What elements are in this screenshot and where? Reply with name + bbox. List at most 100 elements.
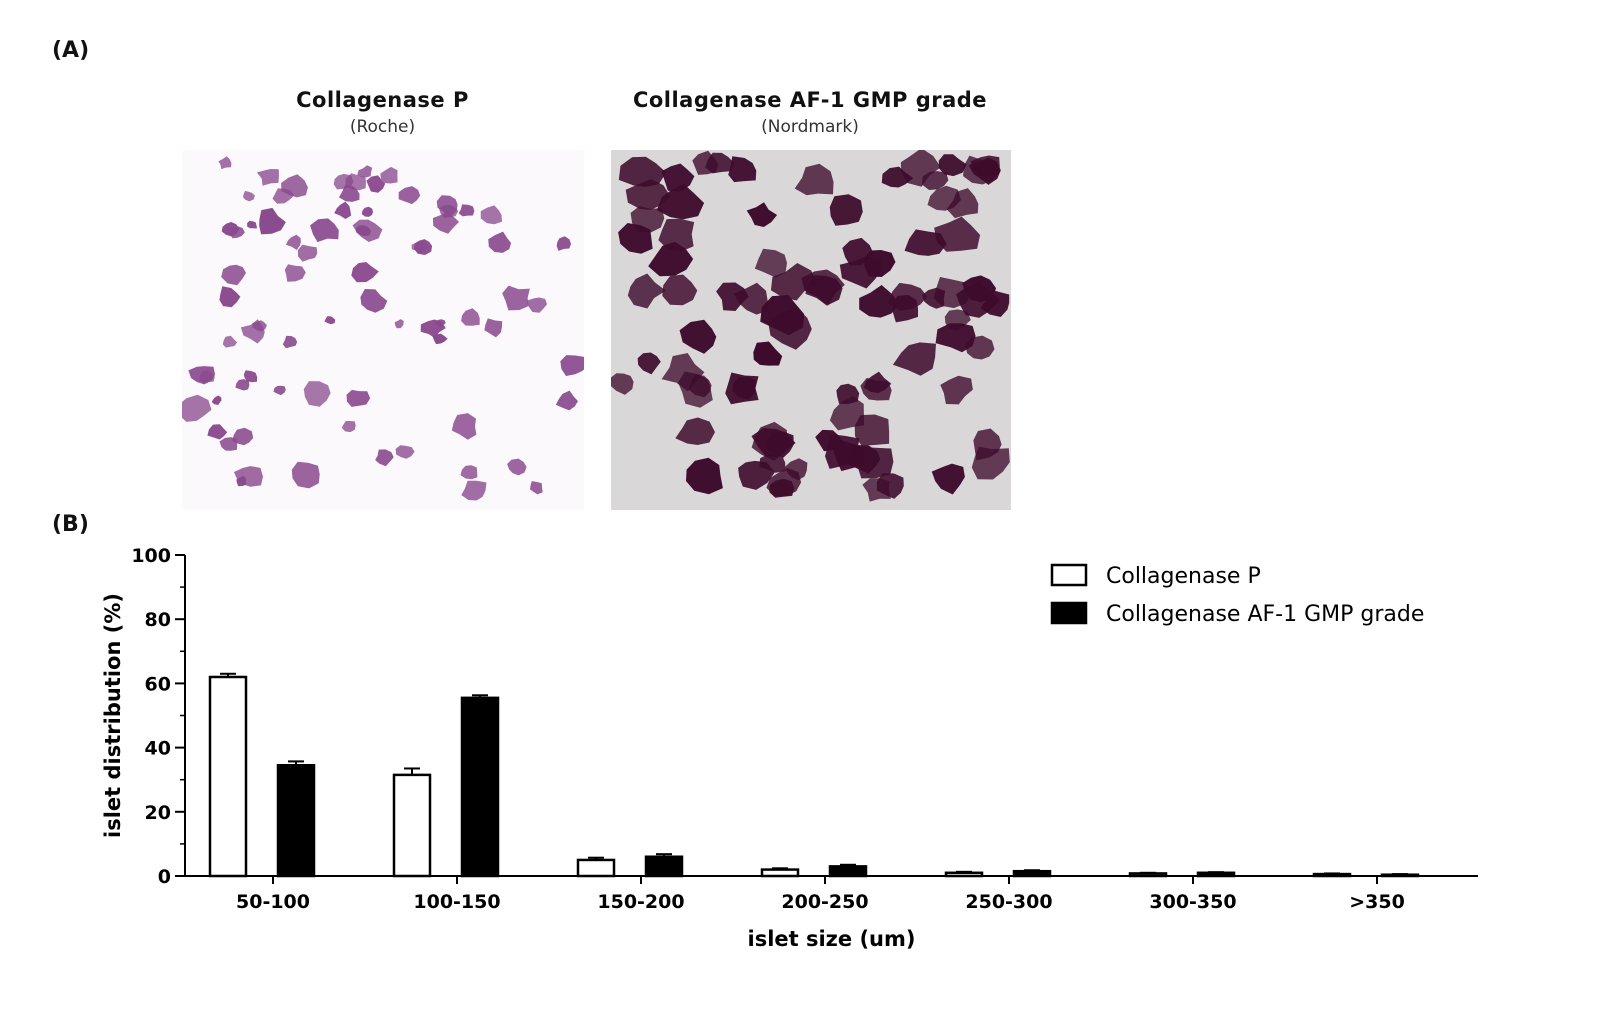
islet-cell — [247, 220, 258, 229]
islet-cell — [944, 309, 971, 331]
islet-cell — [658, 218, 695, 252]
islet-cell — [324, 316, 336, 325]
islet-cell — [380, 166, 398, 184]
x-tick-label: >350 — [1349, 891, 1405, 913]
islet-cell — [854, 414, 890, 446]
islet-cell — [637, 352, 661, 375]
islet-cell — [484, 318, 503, 338]
islet-cell — [931, 463, 965, 495]
islet-cell — [728, 156, 757, 183]
islet-cell — [461, 480, 487, 501]
islet-cell — [285, 234, 301, 250]
islet-cell — [357, 165, 373, 178]
islet-cell — [235, 379, 250, 391]
islet-cell — [199, 370, 215, 383]
islet-cell — [836, 383, 860, 404]
bar-collagenase-p — [208, 675, 248, 878]
islet-cell — [207, 424, 228, 440]
islet-cell — [829, 396, 864, 431]
islet-cell — [488, 231, 512, 253]
y-tick-label: 60 — [145, 673, 171, 695]
islet-cell — [938, 154, 967, 177]
y-tick-label: 80 — [145, 609, 171, 631]
islet-cell — [784, 458, 808, 481]
x-tick-label: 300-350 — [1149, 891, 1236, 913]
islet-cell — [692, 150, 719, 175]
islet-cell — [675, 417, 715, 445]
islet-cell — [394, 319, 404, 329]
x-tick-label: 100-150 — [413, 891, 500, 913]
islet-cell — [678, 371, 713, 408]
micrograph-collagenase-p — [182, 150, 584, 510]
image-1-title: Collagenase P — [296, 88, 469, 112]
islet-cell — [273, 385, 286, 396]
islet-cell — [904, 229, 947, 256]
islet-cell — [458, 204, 475, 217]
bar-collagenase-af1 — [460, 696, 500, 878]
islet-cell — [829, 194, 863, 226]
islet-cell — [232, 427, 254, 446]
bar-collagenase-p — [576, 858, 616, 878]
image-2-title: Collagenase AF-1 GMP grade — [632, 88, 988, 112]
islet-cell — [661, 163, 695, 192]
islet-cell — [618, 156, 667, 187]
bar-collagenase-p — [944, 871, 984, 878]
islet-cell — [970, 155, 1000, 177]
islet-cell — [345, 173, 366, 191]
y-tick-label: 40 — [145, 738, 171, 760]
legend-swatch — [1050, 601, 1088, 625]
islet-cell — [770, 263, 818, 301]
islet-cell — [760, 295, 805, 336]
islet-cell — [746, 202, 778, 227]
islet-cell — [656, 183, 705, 220]
islet-cell — [310, 218, 339, 243]
islet-cell — [754, 248, 787, 278]
y-tick-label: 100 — [131, 545, 171, 567]
islet-cell — [794, 163, 834, 196]
islet-cell — [256, 169, 279, 186]
islet-cell — [530, 481, 543, 495]
y-tick-label: 20 — [145, 802, 171, 824]
islet-cell — [738, 460, 775, 490]
islet-cell — [182, 394, 212, 422]
islet-cell — [892, 295, 918, 323]
x-tick-label: 150-200 — [597, 891, 684, 913]
panel-a-label: (A) — [52, 38, 90, 63]
x-tick-label: 50-100 — [236, 891, 310, 913]
islet-cell — [395, 445, 415, 459]
islet-cell — [346, 389, 371, 407]
bar-collagenase-af1 — [276, 764, 316, 878]
islet-cell — [222, 335, 238, 348]
islet-cell — [751, 421, 788, 461]
islet-cell — [352, 219, 383, 242]
islet-cell — [876, 473, 904, 499]
islet-cell — [733, 282, 769, 315]
bar-collagenase-af1 — [1012, 869, 1052, 878]
islet-cell — [560, 355, 584, 376]
islet-cell — [341, 421, 356, 433]
islet-cell — [502, 285, 530, 311]
islet-cell — [221, 264, 246, 286]
islet-cell — [801, 269, 845, 306]
panel-b-label: (B) — [52, 512, 89, 537]
islet-cell — [284, 264, 306, 282]
islet-cell — [648, 241, 694, 277]
bar-collagenase-af1 — [1196, 871, 1236, 878]
islet-cell — [686, 457, 723, 495]
islet-cell — [526, 297, 547, 313]
islet-cell — [900, 150, 941, 187]
islet-cell — [303, 381, 331, 407]
islet-cell — [375, 449, 394, 467]
islet-cell — [282, 335, 298, 349]
islet-cell — [460, 465, 478, 480]
islet-cell — [360, 289, 388, 313]
islet-cell — [218, 156, 232, 170]
islet-cell — [964, 335, 995, 360]
image-2-subtitle: (Nordmark) — [761, 117, 859, 137]
islet-cell — [946, 188, 979, 219]
islet-cell — [881, 166, 914, 188]
islet-cell — [221, 222, 240, 237]
islet-cell — [211, 395, 222, 405]
islet-cell — [461, 308, 480, 326]
islet-cell — [297, 244, 318, 262]
